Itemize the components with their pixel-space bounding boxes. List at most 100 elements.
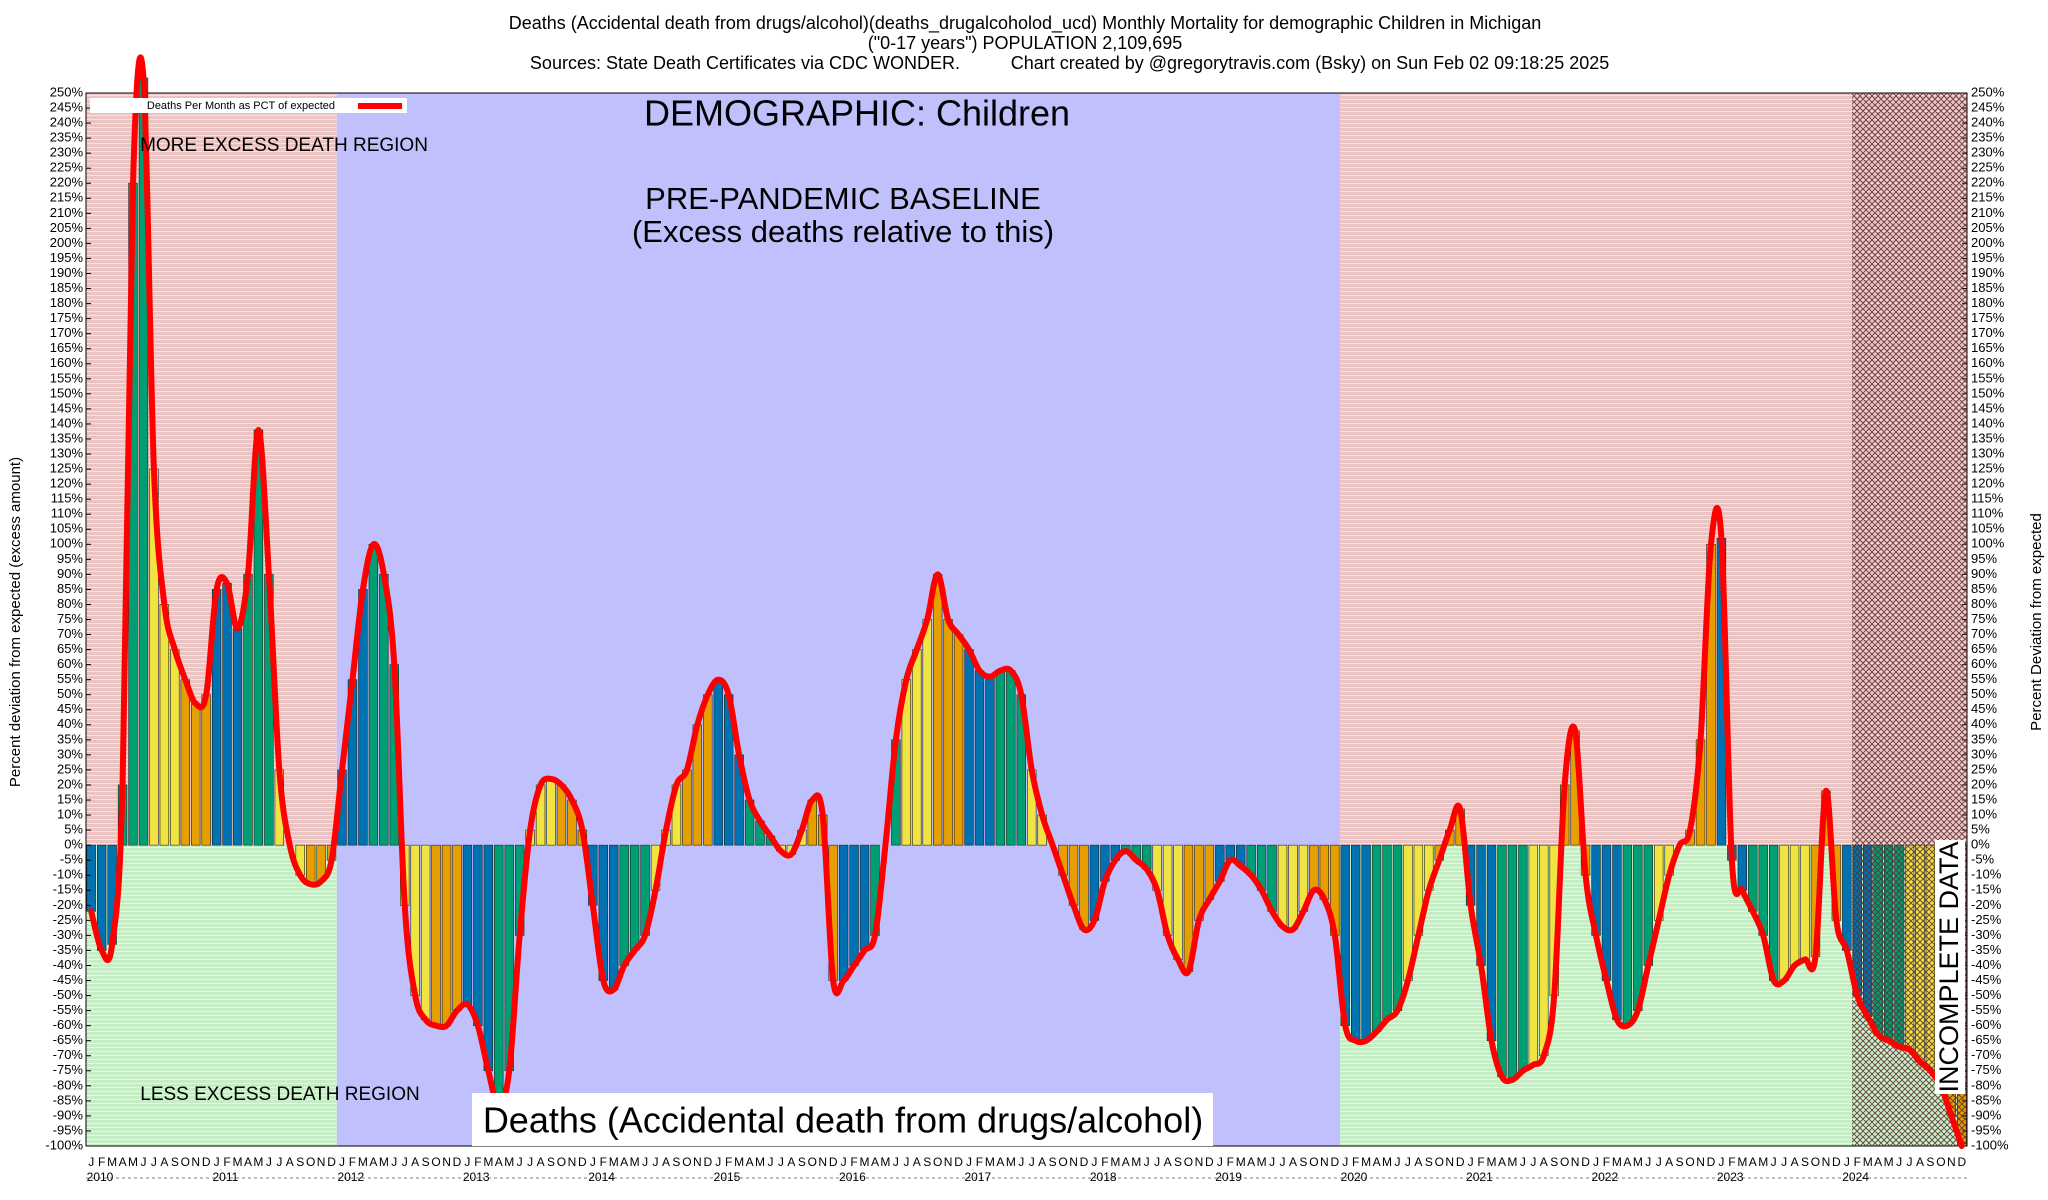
bar — [1392, 844, 1403, 1011]
x-tick-label: S — [422, 1155, 430, 1169]
y-tick-label: 65% — [57, 641, 83, 656]
x-tick-label: A — [662, 1155, 670, 1169]
x-tick-label: A — [913, 1155, 921, 1169]
x-tick-label: N — [1822, 1155, 1831, 1169]
x-tick-label: O — [431, 1155, 440, 1169]
x-tick-label: N — [1696, 1155, 1705, 1169]
x-tick-label: F — [1728, 1155, 1735, 1169]
y-tick-label: -10% — [53, 867, 84, 882]
bar — [609, 844, 619, 990]
bar — [379, 574, 389, 846]
bar — [452, 844, 462, 1011]
x-tick-label: F — [98, 1155, 105, 1169]
x-tick-label: N — [568, 1155, 577, 1169]
x-tick-label: S — [171, 1155, 179, 1169]
x-tick-label: M — [1361, 1155, 1371, 1169]
y-tick-label: -85% — [53, 1092, 84, 1107]
y-tick-label: 245% — [50, 99, 84, 114]
x-tick-label: A — [1247, 1155, 1255, 1169]
bar — [431, 844, 441, 1026]
y-tick-label: 155% — [50, 370, 84, 385]
x-tick-label: M — [483, 1155, 493, 1169]
y2-tick-label: 140% — [1971, 415, 2005, 430]
x-tick-label: A — [1498, 1155, 1506, 1169]
x-tick-label: N — [1195, 1155, 1204, 1169]
y2-tick-label: 225% — [1971, 160, 2005, 175]
annotation: LESS EXCESS DEATH REGION — [140, 1084, 419, 1105]
x-tick-label: D — [202, 1155, 211, 1169]
y2-tick-label: 200% — [1971, 235, 2005, 250]
x-tick-label: J — [1018, 1155, 1024, 1169]
x-tick-label: S — [547, 1155, 555, 1169]
bar — [201, 694, 211, 846]
x-tick-label: F — [1854, 1155, 1861, 1169]
x-tick-label: N — [1571, 1155, 1580, 1169]
y-tick-label: 185% — [50, 280, 84, 295]
x-tick-label: D — [703, 1155, 712, 1169]
y2-tick-label: 160% — [1971, 355, 2005, 370]
x-tick-label: A — [119, 1155, 127, 1169]
x-tick-label: D — [1957, 1155, 1966, 1169]
y-tick-label: -15% — [53, 882, 84, 897]
deficit-region — [86, 845, 337, 1146]
x-tick-label: D — [1330, 1155, 1339, 1169]
y2-tick-label: -100% — [1971, 1137, 2009, 1152]
y2-tick-label: 0% — [1971, 837, 1990, 852]
y2-tick-label: 50% — [1971, 686, 1997, 701]
x-tick-label: M — [1612, 1155, 1622, 1169]
bar — [159, 604, 170, 846]
y2-tick-label: 220% — [1971, 175, 2005, 190]
x-tick-label: M — [1863, 1155, 1873, 1169]
x-tick-label: S — [798, 1155, 806, 1169]
y-tick-label: 170% — [50, 325, 84, 340]
year-label: 2019 — [1215, 1170, 1242, 1184]
bar — [1518, 844, 1528, 1072]
x-tick-label: J — [642, 1155, 648, 1169]
x-tick-label: M — [107, 1155, 117, 1169]
x-tick-label: F — [1101, 1155, 1108, 1169]
bar — [1622, 844, 1633, 1026]
x-tick-label: M — [1257, 1155, 1267, 1169]
x-tick-label: N — [1320, 1155, 1329, 1169]
y-tick-label: 150% — [50, 385, 84, 400]
x-tick-label: J — [1091, 1155, 1097, 1169]
x-tick-label: J — [1656, 1155, 1662, 1169]
x-tick-label: F — [474, 1155, 481, 1169]
y2-tick-label: 245% — [1971, 99, 2005, 114]
chart-title: Deaths (Accidental death from drugs/alco… — [509, 13, 1542, 34]
x-tick-label: J — [1896, 1155, 1902, 1169]
x-tick-label: A — [1122, 1155, 1130, 1169]
x-tick-label: J — [1907, 1155, 1913, 1169]
x-tick-label: M — [1737, 1155, 1747, 1169]
y2-tick-label: -40% — [1971, 957, 2002, 972]
y2-tick-label: -95% — [1971, 1122, 2002, 1137]
x-tick-label: O — [1936, 1155, 1945, 1169]
x-tick-label: A — [244, 1155, 252, 1169]
x-tick-label: A — [1289, 1155, 1297, 1169]
y2-tick-label: 135% — [1971, 430, 2005, 445]
y-tick-label: 80% — [57, 596, 83, 611]
x-tick-label: J — [88, 1155, 94, 1169]
y2-tick-label: 5% — [1971, 822, 1990, 837]
bar — [1288, 844, 1298, 930]
x-tick-label: A — [411, 1155, 419, 1169]
x-tick-label: D — [954, 1155, 963, 1169]
x-tick-label: O — [1435, 1155, 1444, 1169]
x-tick-label: J — [1718, 1155, 1724, 1169]
x-tick-label: J — [715, 1155, 721, 1169]
y-tick-label: 205% — [50, 220, 84, 235]
x-tick-label: A — [1916, 1155, 1924, 1169]
x-tick-label: J — [402, 1155, 408, 1169]
x-tick-label: J — [1781, 1155, 1787, 1169]
bar — [1507, 844, 1518, 1081]
x-tick-label: M — [379, 1155, 389, 1169]
x-tick-label: M — [1487, 1155, 1497, 1169]
y-tick-label: 175% — [50, 310, 84, 325]
y2-tick-label: 240% — [1971, 115, 2005, 130]
x-tick-label: J — [276, 1155, 282, 1169]
bar — [473, 844, 483, 1026]
bar — [629, 844, 640, 951]
year-label: 2023 — [1717, 1170, 1744, 1184]
legend-label: Deaths Per Month as PCT of expected — [147, 100, 335, 112]
